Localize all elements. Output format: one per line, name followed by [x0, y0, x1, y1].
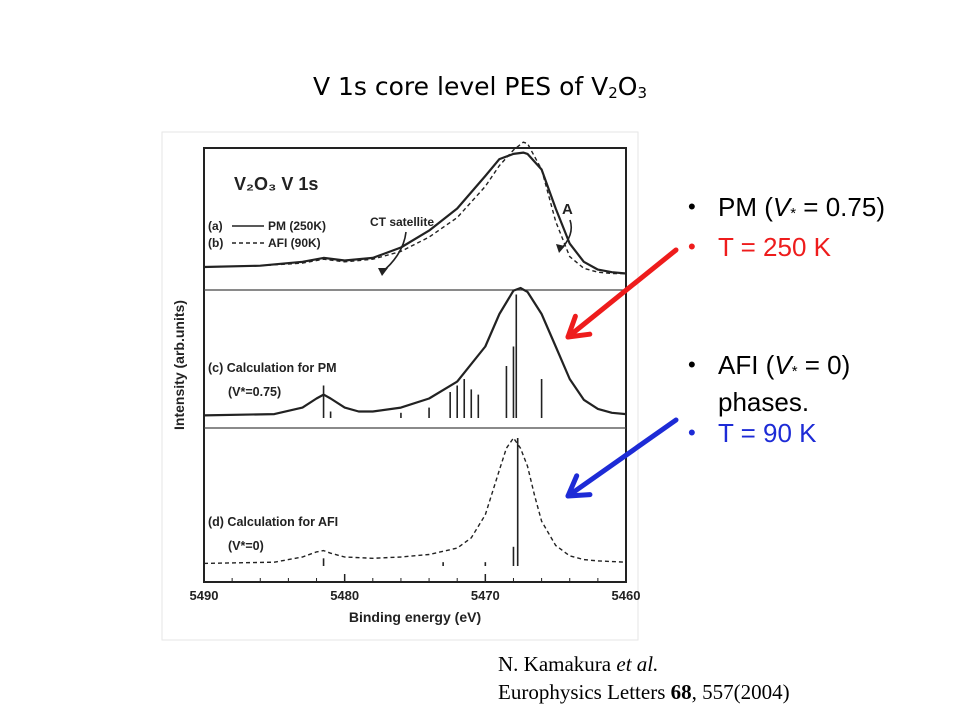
annotation-ct-satellite: CT satellite [370, 215, 434, 229]
legend-entry: AFI (90K) [268, 236, 321, 250]
plot-border [203, 147, 627, 583]
stick-spectra [322, 294, 543, 566]
reference-author: N. Kamakura et al. [498, 652, 659, 676]
panel-c-label: (c) Calculation for PM [208, 361, 336, 375]
series-calculation-for-pm [203, 286, 627, 417]
reference: N. Kamakura et al. Europhysics Letters 6… [498, 650, 790, 706]
panel-d-label: (d) Calculation for AFI [208, 515, 338, 529]
x-tick-label: 5460 [612, 588, 640, 603]
annotation-a: A [562, 201, 573, 218]
reference-journal: Europhysics Letters 68, 557(2004) [498, 680, 790, 704]
x-tick-label: 5480 [330, 588, 359, 603]
x-tick-label: 5490 [190, 588, 219, 603]
panel-d-sublabel: (V*=0) [228, 539, 264, 553]
panel-c-sublabel: (V*=0.75) [228, 385, 281, 399]
x-axis-label: Binding energy (eV) [349, 609, 481, 625]
bullet-dot-icon: • [688, 420, 696, 445]
panel-labels: V₂O₃ V 1s (a) PM (250K) (b) AFI (90K) CT sate… [208, 174, 573, 553]
x-ticks: 5490 5480 5470 5460 Binding energy (eV) Inten… [171, 300, 640, 625]
y-axis-label: Intensity (arb.units) [171, 300, 187, 430]
series-calculation-for-afi [203, 437, 627, 565]
annotation-arrowhead [378, 268, 388, 276]
legend-tag: (b) [208, 236, 223, 250]
bullet-dot-icon: • [688, 352, 696, 377]
figure-panels [204, 289, 626, 429]
series-afi-90k- [203, 141, 626, 275]
figure-frame [161, 131, 639, 641]
slide-title: V 1s core level PES of V2O3 [312, 72, 648, 102]
bullet-dot-icon: • [688, 194, 696, 219]
bullet-dot-icon: • [688, 234, 696, 259]
annotation-arrowhead [556, 244, 565, 253]
figure-title: V₂O₃ V 1s [234, 174, 318, 194]
figure-background [161, 131, 639, 641]
x-tick-label: 5470 [471, 588, 500, 603]
pes-figure: 5490 5480 5470 5460 Binding energy (eV) Inten… [161, 131, 640, 641]
legend-entry: PM (250K) [268, 219, 326, 233]
legend-tag: (a) [208, 219, 223, 233]
